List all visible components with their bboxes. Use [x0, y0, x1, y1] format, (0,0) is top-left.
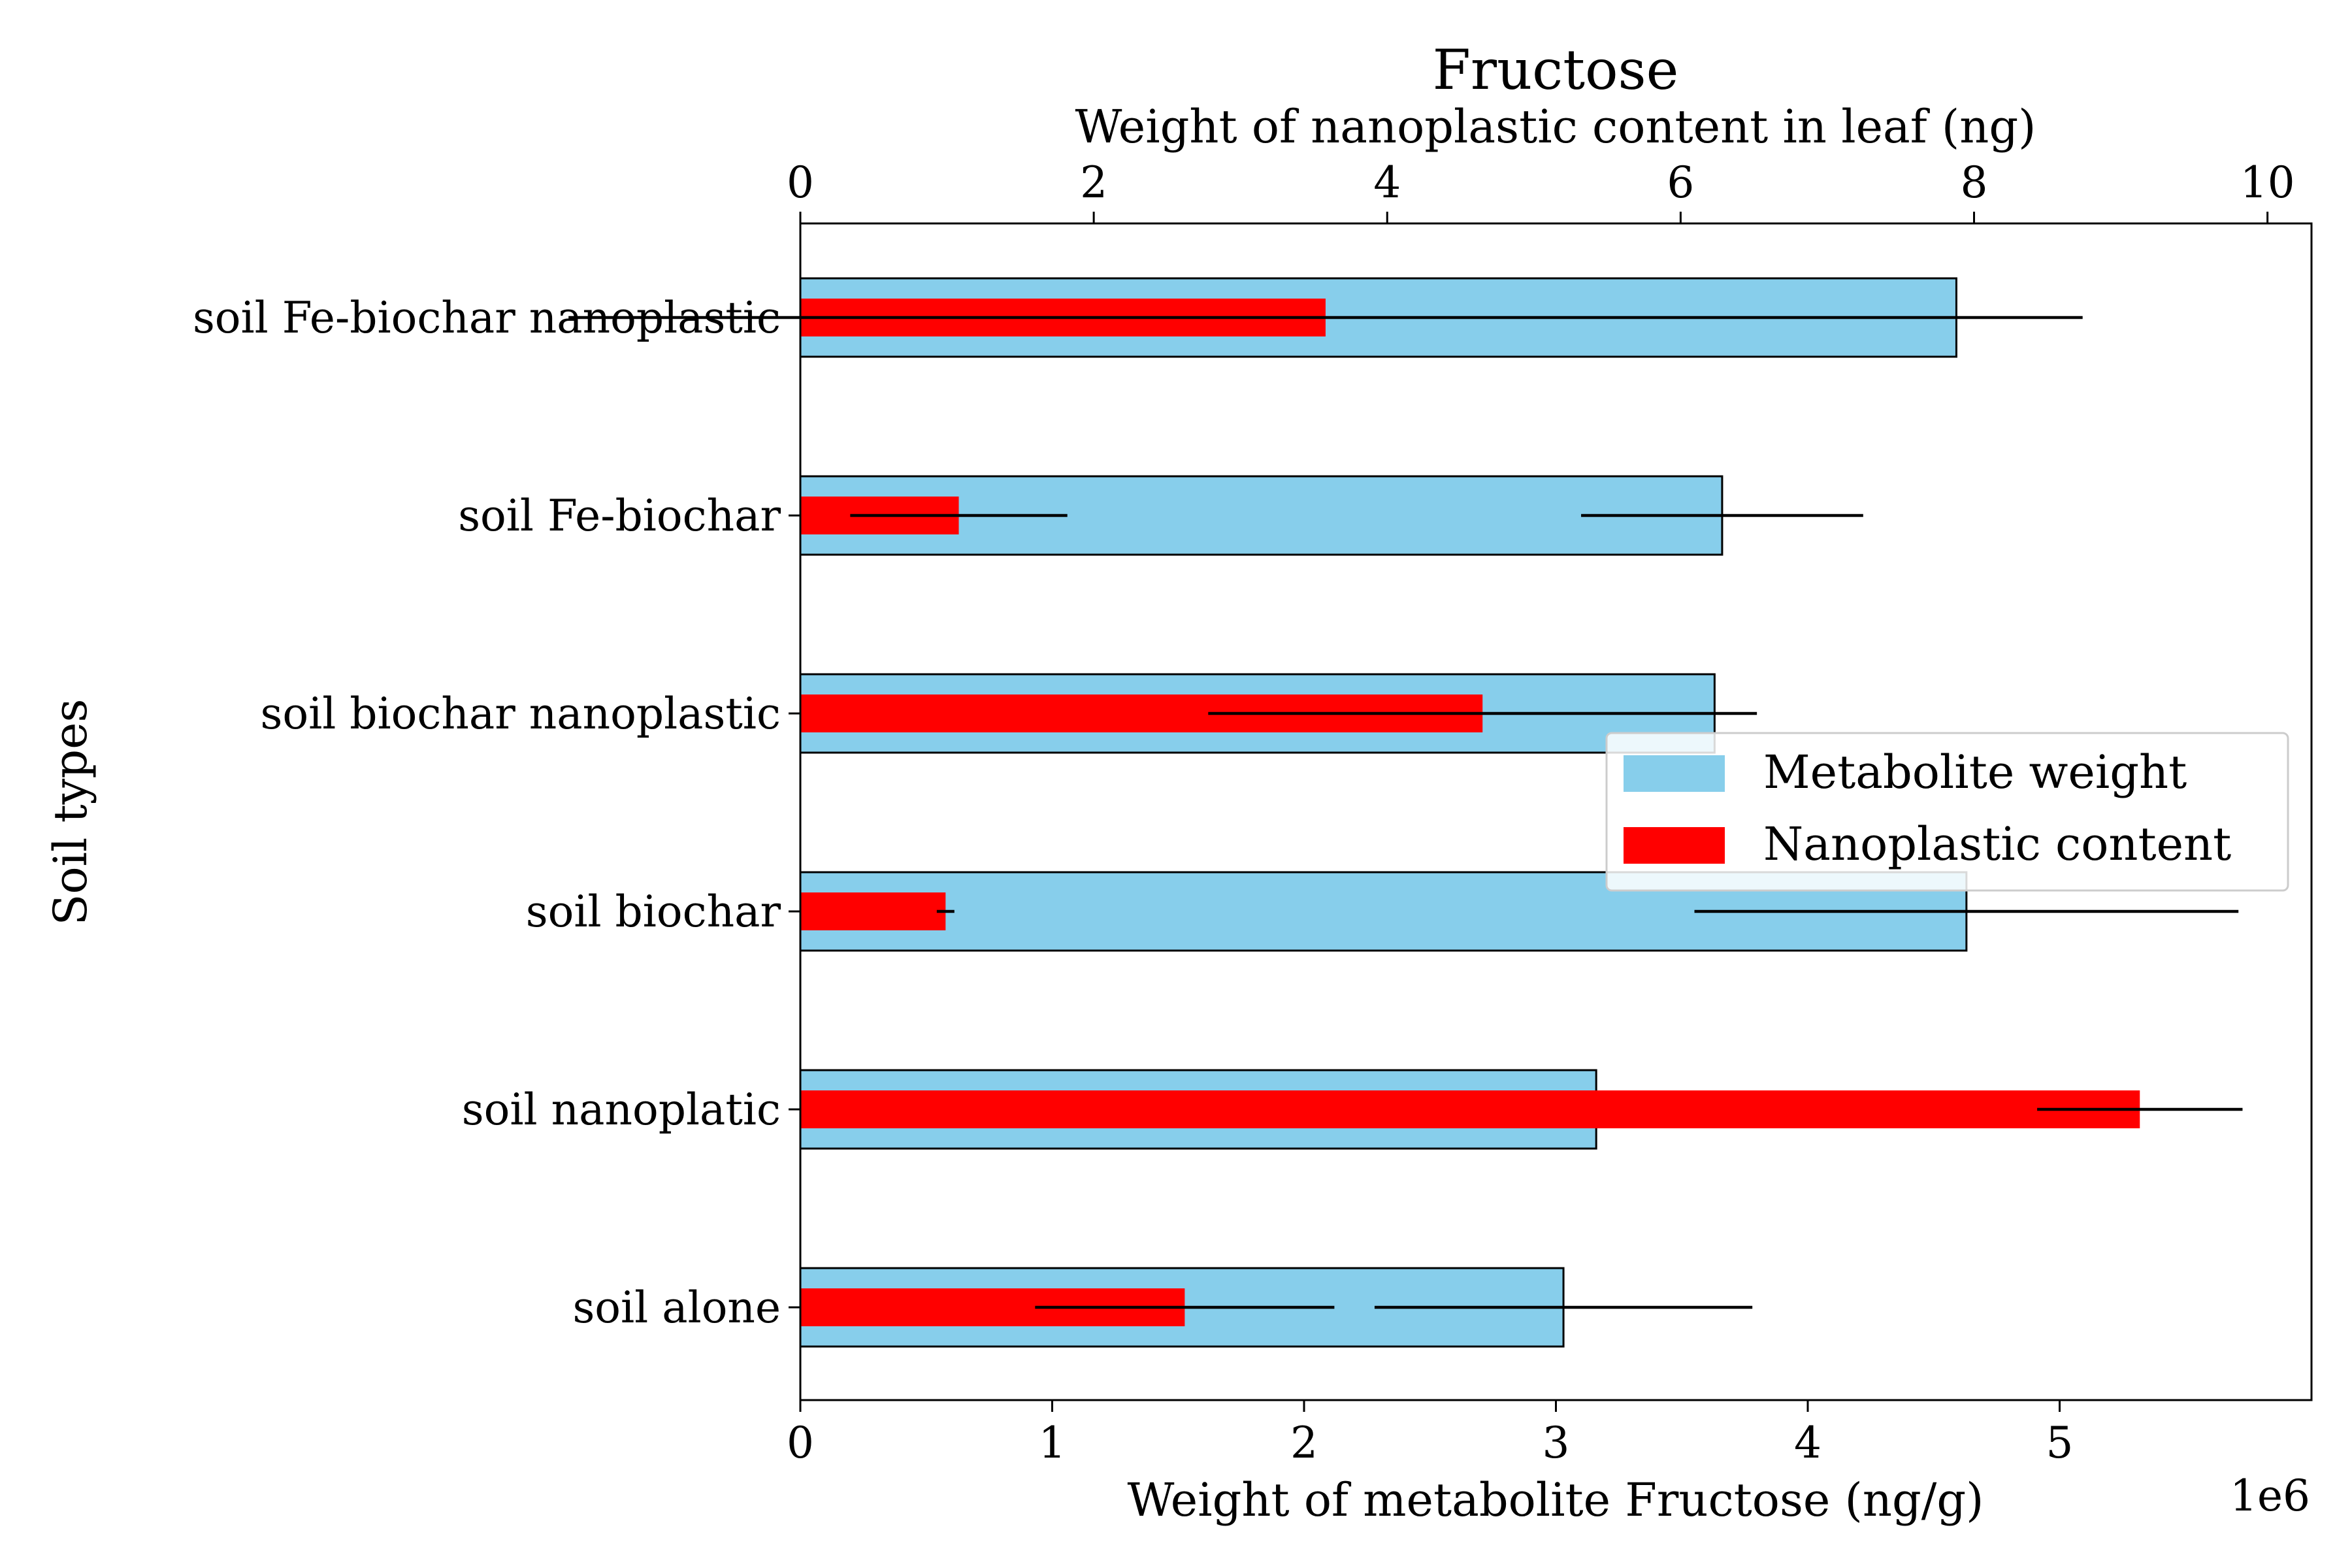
bottom-tick-label: 0 [787, 1418, 814, 1468]
bottom-axis-label: Weight of metabolite Fructose (ng/g) [1128, 1473, 1984, 1527]
nanoplastic-bar [800, 892, 946, 930]
category-label: soil Fe-biochar nanoplastic [193, 293, 781, 343]
category-label: soil alone [572, 1282, 781, 1333]
bottom-tick-label: 2 [1290, 1418, 1318, 1468]
category-label: soil nanoplatic [462, 1085, 781, 1135]
top-tick-label: 0 [787, 157, 814, 208]
plot-area: 0 1 2 3 4 5 0 2 4 6 8 10 soil alone soil nanoplatic so… [193, 157, 2313, 1468]
category-label: soil biochar nanoplastic [260, 689, 781, 739]
top-tick-label: 10 [2240, 157, 2295, 208]
legend-box [1605, 732, 2289, 892]
category-label: soil Fe-biochar [458, 491, 781, 541]
chart-title: Fructose [1433, 38, 1679, 102]
bottom-tick-label: 4 [1794, 1418, 1821, 1468]
legend-label: Nanoplastic content [1763, 817, 2231, 871]
top-tick-label: 2 [1080, 157, 1107, 208]
legend-label: Metabolite weight [1763, 745, 2187, 799]
top-tick-label: 4 [1373, 157, 1401, 208]
top-tick-label: 8 [1961, 157, 1988, 208]
bottom-tick-label: 1 [1039, 1418, 1066, 1468]
nanoplastic-bar [800, 1090, 2140, 1128]
legend-swatch [1624, 827, 1725, 864]
bottom-tick-label: 3 [1543, 1418, 1570, 1468]
legend-swatch [1624, 755, 1725, 792]
category-label: soil biochar [526, 887, 781, 937]
y-axis-label: Soil types [44, 699, 97, 926]
top-tick-label: 6 [1667, 157, 1694, 208]
bottom-axis-multiplier: 1e6 [2230, 1471, 2310, 1521]
top-axis-label: Weight of nanoplastic content in leaf (n… [1075, 100, 2036, 154]
bottom-tick-label: 5 [2046, 1418, 2074, 1468]
